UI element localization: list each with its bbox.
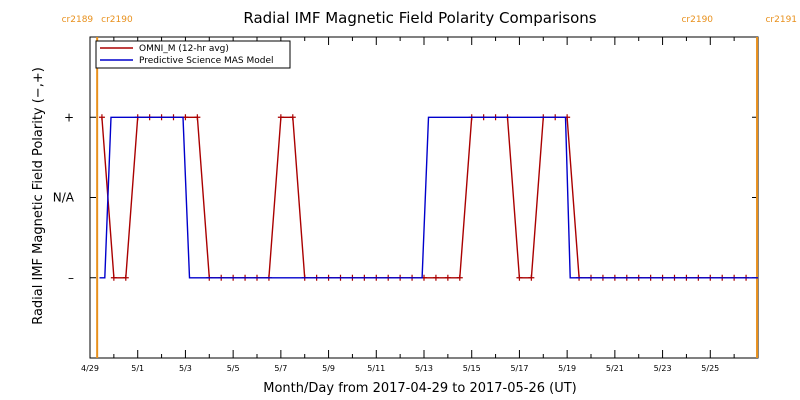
omni-data-point xyxy=(516,274,523,281)
x-tick-label: 5/1 xyxy=(131,364,144,373)
omni-data-point xyxy=(432,274,439,281)
y-tick-label: + xyxy=(64,110,74,124)
x-axis-label: Month/Day from 2017-04-29 to 2017-05-26 … xyxy=(263,381,576,396)
series-line-model xyxy=(99,116,758,279)
x-tick-label: 5/5 xyxy=(227,364,240,373)
omni-data-point xyxy=(289,114,296,121)
omni-data-point xyxy=(122,274,129,281)
x-tick-label: 4/29 xyxy=(81,364,99,373)
carrington-label-right: cr2190 xyxy=(101,15,133,25)
x-tick-label: 5/9 xyxy=(322,364,335,373)
y-tick-label: – xyxy=(68,271,74,285)
carrington-label-left: cr2190 xyxy=(681,15,713,25)
omni-data-point xyxy=(444,274,451,281)
x-tick-label: 5/11 xyxy=(367,364,385,373)
series-group xyxy=(98,114,758,281)
omni-data-point xyxy=(98,114,105,121)
carrington-marker-group: cr2189 cr2190 cr2190 cr2191 xyxy=(62,15,797,358)
chart-title: Radial IMF Magnetic Field Polarity Compa… xyxy=(243,9,596,27)
legend-label-model: Predictive Science MAS Model xyxy=(139,56,274,66)
legend-label-omni: OMNI_M (12-hr avg) xyxy=(139,44,229,54)
x-tick-group: 4/29 5/1 5/3 5/5 5/7 5/9 5/11 5/13 5/15 5/17 5/19 5… xyxy=(81,37,735,373)
x-tick-label: 5/17 xyxy=(510,364,528,373)
y-axis-label: Radial IMF Magnetic Field Polarity (−,+) xyxy=(31,67,46,325)
x-tick-label: 5/21 xyxy=(606,364,624,373)
plot-frame xyxy=(89,36,759,359)
legend: OMNI_M (12-hr avg) Predictive Science MA… xyxy=(95,40,291,69)
x-tick-label: 5/3 xyxy=(179,364,192,373)
x-tick-label: 5/7 xyxy=(274,364,287,373)
x-tick-label: 5/15 xyxy=(463,364,481,373)
y-tick-label: N/A xyxy=(53,191,75,205)
carrington-label-right: cr2191 xyxy=(765,15,797,25)
series-line-omni xyxy=(101,116,747,279)
carrington-label-left: cr2189 xyxy=(62,15,94,25)
omni-data-point xyxy=(110,274,117,281)
x-tick-label: 5/23 xyxy=(654,364,672,373)
x-tick-label: 5/25 xyxy=(701,364,719,373)
legend-box xyxy=(95,40,291,69)
x-tick-label: 5/19 xyxy=(558,364,576,373)
x-tick-label: 5/13 xyxy=(415,364,433,373)
omni-data-point xyxy=(528,274,535,281)
omni-data-point xyxy=(277,114,284,121)
omni-data-point xyxy=(456,274,463,281)
y-tick-group: + N/A – xyxy=(53,110,758,285)
omni-data-point xyxy=(194,114,201,121)
